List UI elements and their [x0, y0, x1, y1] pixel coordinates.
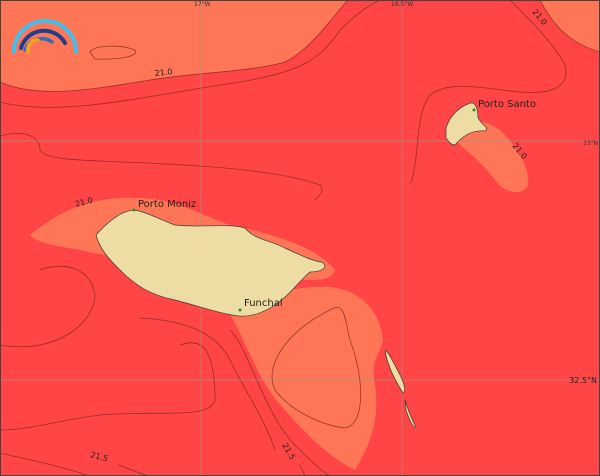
town-marker	[238, 308, 242, 312]
sea-warm-region	[0, 0, 348, 92]
town-marker	[132, 208, 136, 212]
isotherm	[271, 307, 362, 429]
isotherm	[229, 329, 331, 476]
islet-desertas	[385, 349, 406, 394]
lat-label: 32.5°N	[569, 376, 597, 385]
place-label: Porto Santo	[478, 99, 536, 110]
isotherm	[139, 317, 276, 451]
lat-label: 33°N	[583, 140, 598, 147]
isotherm	[0, 342, 216, 431]
island-porto-santo	[445, 102, 487, 146]
place-label: Funchal	[244, 298, 283, 309]
sea-warm-region	[228, 286, 383, 470]
isotherm	[0, 0, 349, 92]
town-marker	[472, 108, 476, 112]
sea-warm-region	[540, 0, 600, 52]
island-madeira	[95, 209, 326, 317]
isotherm	[117, 464, 149, 476]
isotherm	[0, 0, 381, 108]
contour-label: 21.0	[74, 196, 94, 209]
sea-warm-region	[455, 121, 529, 192]
isotherm	[0, 133, 323, 201]
place-label: Porto Moniz	[138, 199, 196, 210]
isotherm	[89, 45, 137, 60]
rainbow-arcs-logo	[12, 19, 78, 54]
lon-label: 17°W	[194, 1, 211, 8]
contour-label: 21.5	[89, 450, 109, 463]
islet-desertas	[404, 399, 417, 428]
isotherm	[299, 464, 306, 476]
isotherm	[0, 452, 91, 476]
contour-label: 21.0	[154, 67, 173, 78]
lon-label: 16.5°W	[391, 1, 413, 8]
isotherm	[409, 0, 567, 184]
isotherm	[0, 265, 96, 347]
isotherm	[539, 0, 600, 53]
